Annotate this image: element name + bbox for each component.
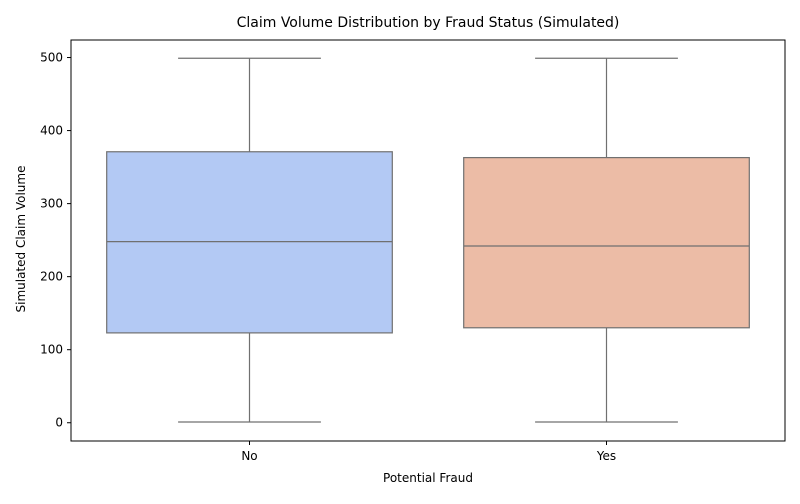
y-axis-label: Simulated Claim Volume (14, 166, 28, 313)
box-no (106, 151, 393, 334)
y-tick-label-0: 0 (55, 416, 63, 430)
x-axis-label: Potential Fraud (383, 471, 473, 485)
y-tick-label-100: 100 (40, 343, 63, 357)
plot-area: No Yes 0 100 200 300 400 500 (40, 39, 786, 463)
y-tick-label-300: 300 (40, 197, 63, 211)
x-tick-label-yes: Yes (596, 449, 616, 463)
y-tick-label-200: 200 (40, 270, 63, 284)
box-yes (463, 156, 750, 329)
chart-title: Claim Volume Distribution by Fraud Statu… (237, 15, 620, 31)
y-tick-label-500: 500 (40, 51, 63, 65)
y-tick-label-400: 400 (40, 124, 63, 138)
x-tick-label-no: No (241, 449, 257, 463)
plot-frame (70, 39, 786, 442)
